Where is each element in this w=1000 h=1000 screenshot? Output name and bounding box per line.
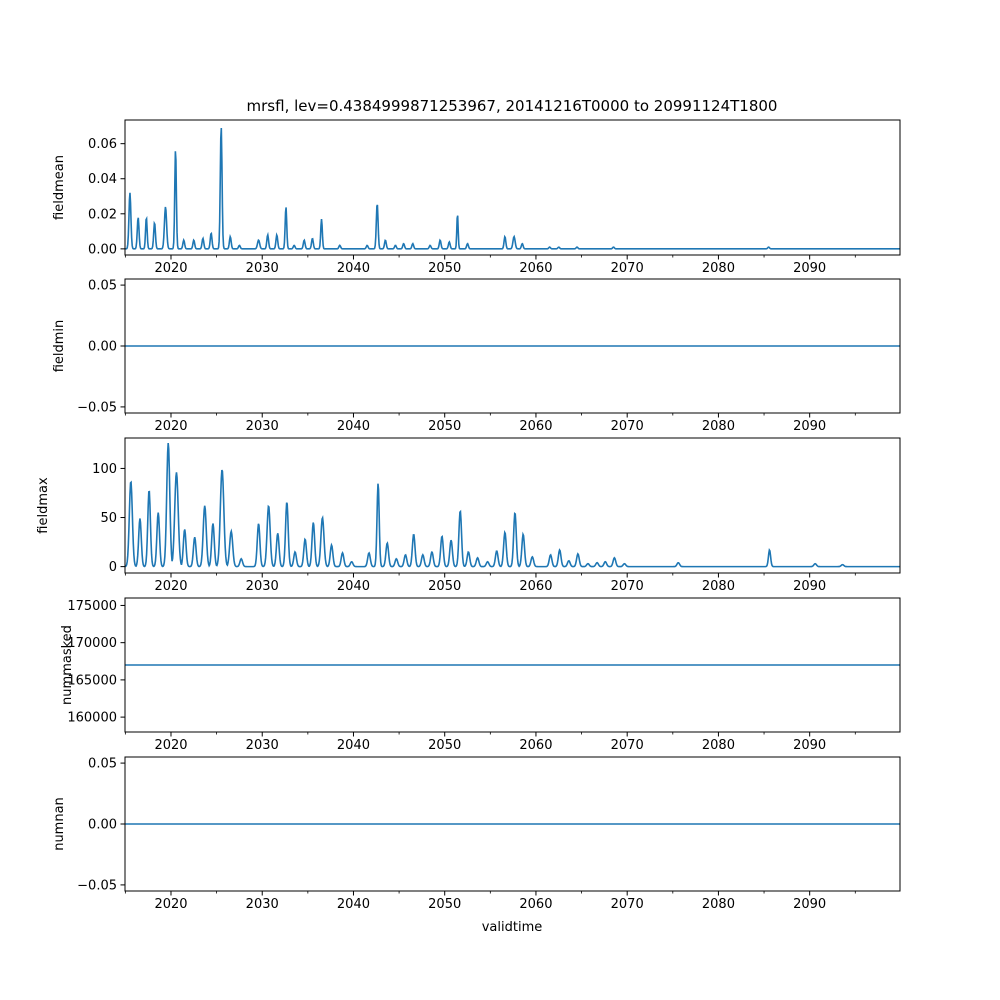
panel-fieldmax: 2020 2030 2040 2050 2060 2070 2080 2090 0 50 100 fi… [36,437,901,594]
x-tick-label: 2030 [246,897,279,912]
x-tick-label: 2040 [337,897,370,912]
x-tick-label: 2020 [154,261,187,276]
y-tick-label: 0.00 [88,242,117,257]
x-tick-label: 2080 [702,738,735,753]
y-tick-label: 0.04 [88,172,117,187]
x-tick-label: 2030 [246,261,279,276]
y-tick-label: −0.05 [77,400,117,415]
x-tick-label: 2060 [519,738,552,753]
x-tick-label: 2060 [519,579,552,594]
x-tick-label: 2040 [337,419,370,434]
y-tick-label: 0.02 [88,207,117,222]
x-tick-label: 2060 [519,261,552,276]
y-tick-label: 50 [100,511,117,526]
x-tick-label: 2020 [154,738,187,753]
x-tick-label: 2090 [793,419,826,434]
y-tick-label: 100 [92,462,117,477]
y-axis-label-nummasked: nummasked [60,625,75,705]
y-tick-label: 0.05 [88,279,117,294]
x-tick-label: 2020 [154,419,187,434]
axes-frame [124,437,901,574]
panel-numnan: 2020 2030 2040 2050 2060 2070 2080 2090 −0.05 0.0… [52,756,901,912]
panel-fieldmean: 2020 2030 2040 2050 2060 2070 2080 2090 0.00 0.02… [52,119,901,276]
y-tick-label: 0.00 [88,818,117,833]
x-tick-label: 2090 [793,579,826,594]
x-axis-label: validtime [482,920,543,935]
x-tick-label: 2070 [611,738,644,753]
y-tick-label: 175000 [67,599,117,614]
y-tick-label: 0.00 [88,340,117,355]
panel-nummasked: 2020 2030 2040 2050 2060 2070 2080 2090 160000 16… [60,597,901,753]
x-tick-label: 2080 [702,261,735,276]
x-tick-label: 2050 [428,738,461,753]
x-tick-label: 2080 [702,897,735,912]
x-tick-label: 2070 [611,419,644,434]
x-tick-label: 2020 [154,579,187,594]
x-tick-label: 2090 [793,897,826,912]
x-tick-label: 2050 [428,261,461,276]
x-tick-label: 2090 [793,738,826,753]
x-tick-label: 2090 [793,261,826,276]
x-tick-label: 2040 [337,579,370,594]
y-axis-label-fieldmean: fieldmean [52,155,67,220]
x-tick-label: 2060 [519,419,552,434]
series-line-fieldmax [125,442,900,568]
series-line-fieldmean [125,127,900,250]
x-tick-label: 2030 [246,579,279,594]
x-tick-label: 2030 [246,738,279,753]
x-tick-label: 2050 [428,419,461,434]
axes-frame [124,119,901,256]
x-tick-label: 2050 [428,897,461,912]
x-tick-label: 2070 [611,579,644,594]
x-tick-label: 2060 [519,897,552,912]
x-tick-label: 2040 [337,738,370,753]
x-tick-label: 2040 [337,261,370,276]
y-tick-label: 0 [109,560,117,575]
y-tick-label: 0.06 [88,137,117,152]
panels: 2020 2030 2040 2050 2060 2070 2080 2090 0.00 0.02… [36,119,901,912]
y-axis-label-fieldmin: fieldmin [52,320,67,373]
y-axis-label-numnan: numnan [52,797,67,851]
x-tick-label: 2080 [702,419,735,434]
x-tick-label: 2080 [702,579,735,594]
panel-fieldmin: 2020 2030 2040 2050 2060 2070 2080 2090 −0.05 0.0… [52,278,901,434]
x-tick-label: 2070 [611,897,644,912]
figure-title: mrsfl, lev=0.4384999871253967, 20141216T… [247,97,778,115]
x-tick-label: 2050 [428,579,461,594]
y-tick-label: 170000 [67,636,117,651]
y-axis-label-fieldmax: fieldmax [36,477,51,534]
axes-frame [124,597,901,733]
y-tick-label: 0.05 [88,757,117,772]
x-tick-label: 2030 [246,419,279,434]
x-tick-label: 2020 [154,897,187,912]
y-tick-label: 165000 [67,673,117,688]
y-tick-label: −0.05 [77,878,117,893]
y-tick-label: 160000 [67,711,117,726]
x-tick-label: 2070 [611,261,644,276]
